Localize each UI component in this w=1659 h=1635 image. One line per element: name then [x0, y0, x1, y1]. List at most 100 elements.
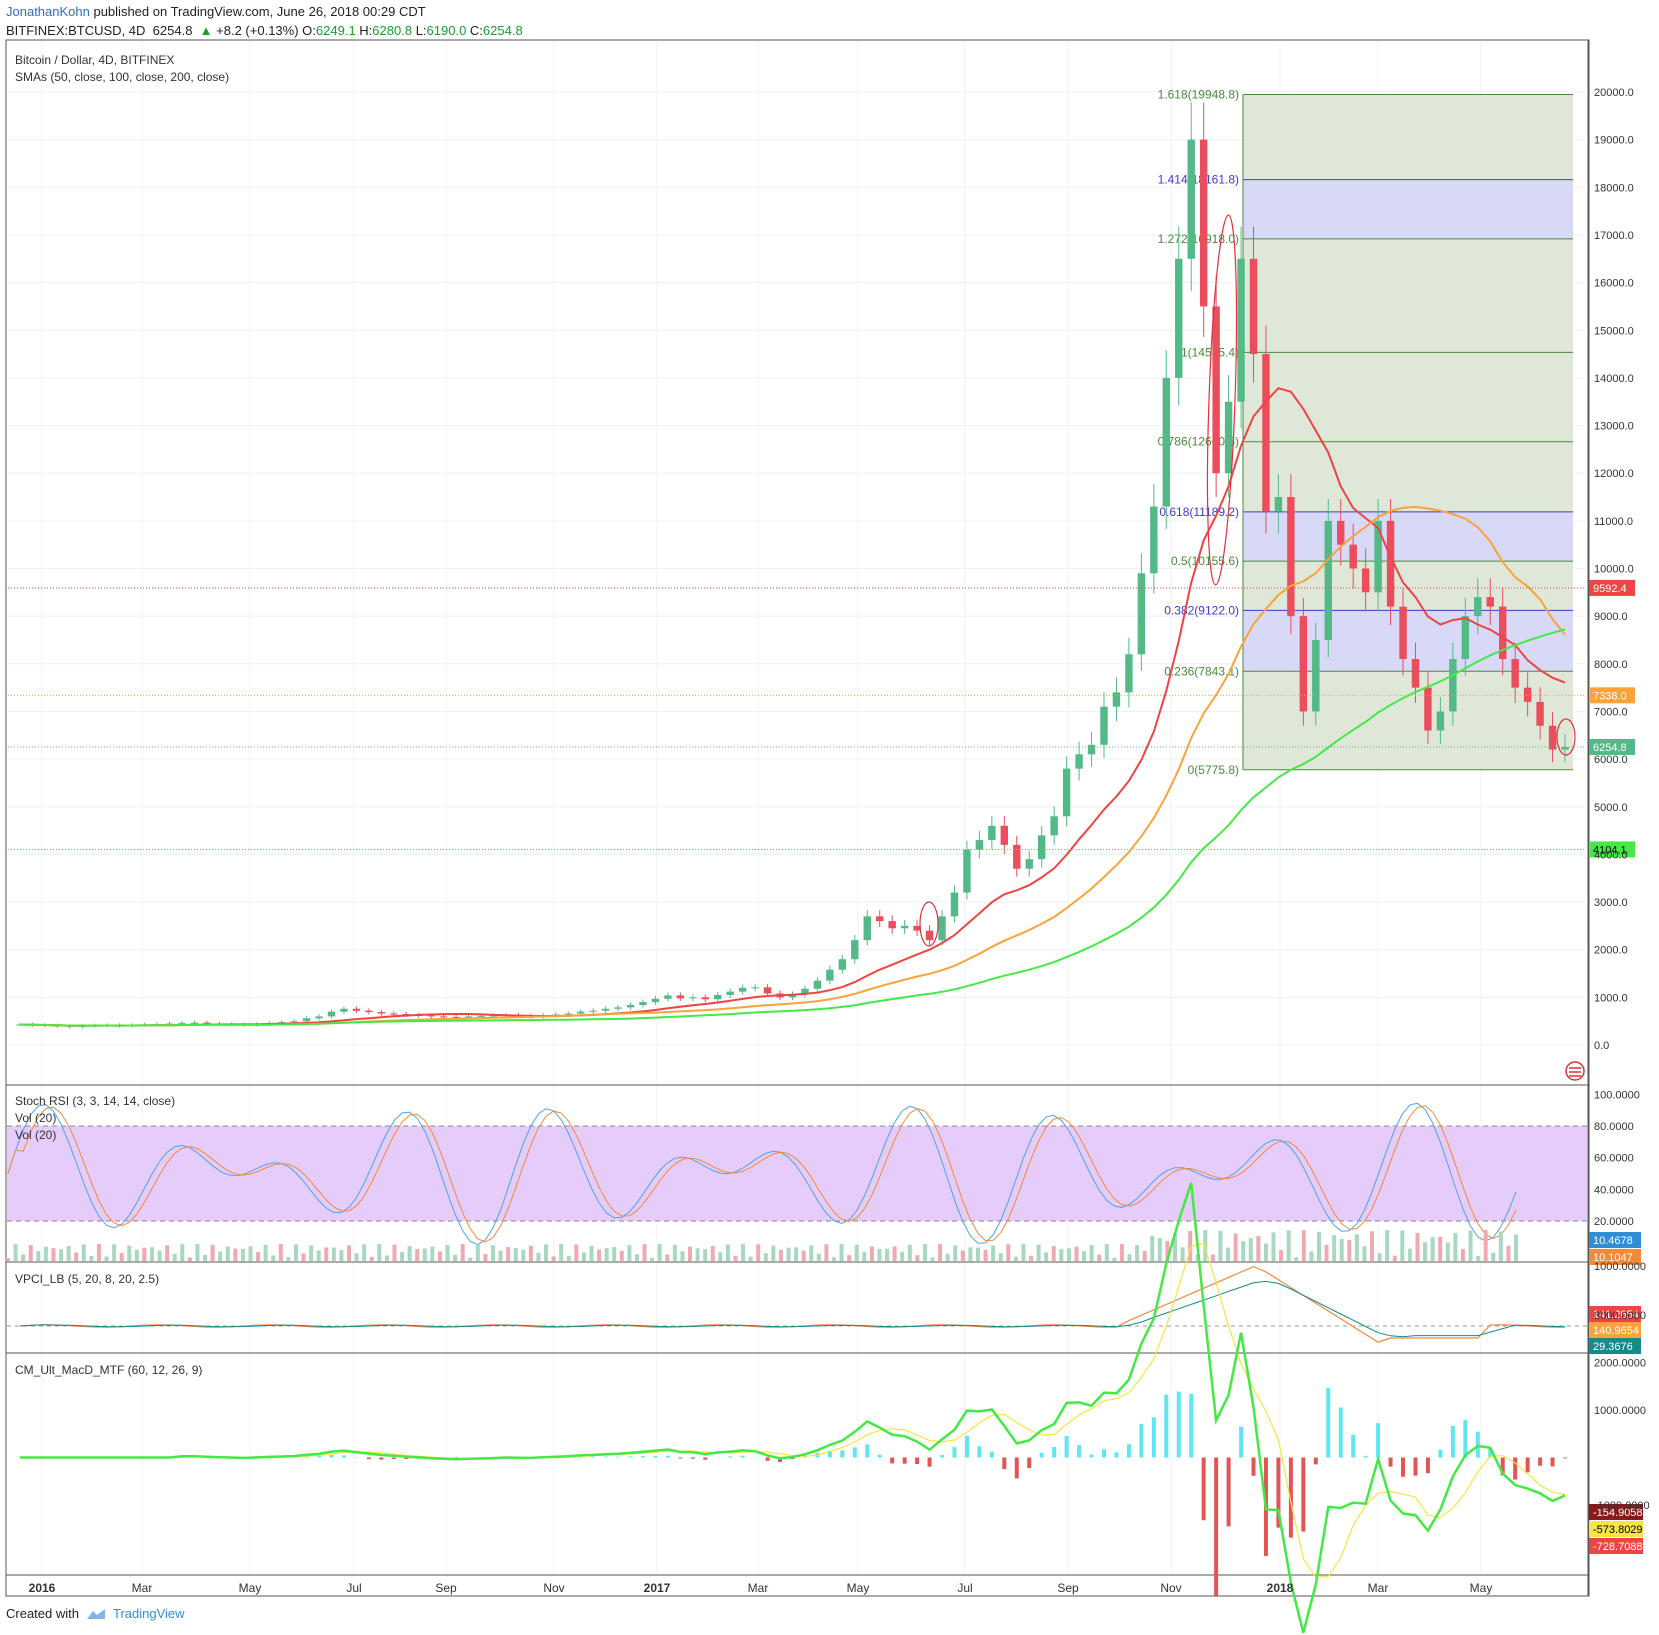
- volume-bar: [1347, 1240, 1352, 1261]
- volume-bar: [574, 1244, 579, 1261]
- volume-bar: [869, 1246, 874, 1261]
- stoch-band: [7, 1126, 1587, 1221]
- volume-bar: [51, 1248, 56, 1261]
- volume-bar: [1059, 1249, 1064, 1261]
- macd-label-box: [1589, 1504, 1643, 1520]
- volume-bar: [240, 1248, 245, 1261]
- price-label-text: 9592.4: [1593, 583, 1627, 595]
- price-tick-label: 12000.0: [1594, 468, 1634, 480]
- macd-histogram-bar: [304, 1456, 309, 1458]
- volume-bar: [453, 1254, 458, 1261]
- time-tick-label: Jul: [957, 1581, 972, 1595]
- candle-body: [963, 849, 971, 893]
- candle-body: [888, 921, 896, 929]
- volume-bar: [1188, 1230, 1193, 1261]
- macd-histogram-bar: [1226, 1457, 1231, 1527]
- candle-body: [1361, 568, 1370, 593]
- volume-bar: [839, 1244, 844, 1261]
- macd-line: [20, 1182, 1566, 1634]
- macd-histogram-bar: [765, 1457, 770, 1461]
- volume-bar: [536, 1252, 541, 1261]
- volume-bar: [1271, 1232, 1276, 1261]
- volume-bar: [1332, 1235, 1337, 1261]
- volume-bar: [271, 1255, 276, 1261]
- volume-bar: [460, 1244, 465, 1261]
- candle-body: [1125, 654, 1133, 693]
- volume-bar: [1294, 1257, 1299, 1261]
- macd-histogram-bar: [1463, 1419, 1468, 1458]
- author-link[interactable]: JonathanKohn: [6, 4, 90, 19]
- macd-histogram-bar: [852, 1447, 857, 1458]
- candle-body: [1175, 258, 1183, 378]
- volume-bar: [521, 1249, 526, 1261]
- candle-body: [664, 995, 672, 999]
- macd-histogram-bar: [840, 1450, 845, 1458]
- candle-body: [950, 892, 959, 917]
- time-tick-label: May: [239, 1581, 262, 1595]
- macd-histogram-bar: [1326, 1387, 1331, 1458]
- volume-bar: [430, 1246, 435, 1261]
- footer-brand[interactable]: TradingView: [112, 1606, 185, 1621]
- volume-bar: [695, 1248, 700, 1261]
- stoch-label-box: [1589, 1232, 1641, 1248]
- price-axis: 20000.0 19000.0 18000.0 17000.0 16000.0 15000…: [1594, 87, 1650, 1512]
- macd-histogram-bar: [728, 1456, 733, 1458]
- macd-lines: -154.9058 -573.8029 -728.7088: [20, 1182, 1643, 1634]
- volume-bar: [801, 1250, 806, 1261]
- volume-bar: [74, 1252, 79, 1261]
- volume-bar: [89, 1255, 94, 1261]
- volume-bar: [142, 1247, 147, 1261]
- candle-body: [1349, 544, 1357, 569]
- candle-body: [1013, 844, 1021, 869]
- volume-bar: [248, 1246, 253, 1261]
- candle-body: [813, 980, 822, 989]
- scroll-icon[interactable]: [1565, 1061, 1585, 1081]
- volume-bar: [1013, 1256, 1018, 1261]
- volume-bar: [468, 1257, 473, 1261]
- volume-bar: [672, 1244, 677, 1261]
- candle-body: [701, 997, 709, 1000]
- volume-bar: [1400, 1230, 1405, 1261]
- fib-level-label: 0.618(11189.2): [1159, 505, 1239, 519]
- price-tick-label: 15000.0: [1594, 325, 1634, 337]
- candle-body: [601, 1008, 610, 1011]
- volume-bar: [1006, 1244, 1011, 1261]
- candle-body: [913, 925, 921, 931]
- macd-histogram-bar: [1488, 1448, 1493, 1458]
- volume-bar: [589, 1245, 594, 1261]
- volume-bar: [1476, 1256, 1481, 1261]
- fib-level-label: 1.618(19948.8): [1158, 87, 1239, 101]
- candle-body: [863, 916, 871, 941]
- volume-bar: [1324, 1244, 1329, 1261]
- fib-zone-blue-1: [1243, 179, 1573, 239]
- macd-label-text: -154.9058: [1593, 1507, 1643, 1519]
- volume-bar: [778, 1249, 783, 1261]
- candle-body: [1212, 306, 1220, 474]
- stoch-label-box: [1589, 1249, 1641, 1265]
- volume-bar: [1339, 1238, 1344, 1261]
- candle-body: [1050, 816, 1058, 836]
- volume-bar: [1233, 1233, 1238, 1261]
- high-value: 6280.8: [372, 23, 413, 38]
- volume-bar: [1248, 1237, 1253, 1261]
- candle-body: [427, 1015, 435, 1017]
- candle-body: [1237, 258, 1245, 402]
- macd-histogram-bar: [927, 1457, 932, 1467]
- candle-body: [651, 998, 660, 1003]
- time-tick-label: May: [847, 1581, 870, 1595]
- candle-body: [938, 916, 946, 941]
- macd-histogram-bar: [1089, 1454, 1094, 1458]
- volume-bar: [1286, 1230, 1291, 1261]
- volume-bar: [627, 1245, 632, 1261]
- macd-histogram-bar: [1014, 1457, 1019, 1479]
- volume-bar: [634, 1254, 639, 1261]
- stoch-lines: 10.4678 10.1047: [7, 1102, 1641, 1265]
- volume-bar: [513, 1247, 518, 1261]
- vpci-line: [19, 1265, 1565, 1343]
- candle-body: [1374, 520, 1382, 593]
- macd-histogram-bar: [977, 1446, 982, 1458]
- volume-bar: [915, 1255, 920, 1261]
- stoch-title: Stoch RSI (3, 3, 14, 14, close): [15, 1094, 175, 1108]
- macd-histogram-bar: [1139, 1423, 1144, 1458]
- volume-bar: [1498, 1231, 1503, 1261]
